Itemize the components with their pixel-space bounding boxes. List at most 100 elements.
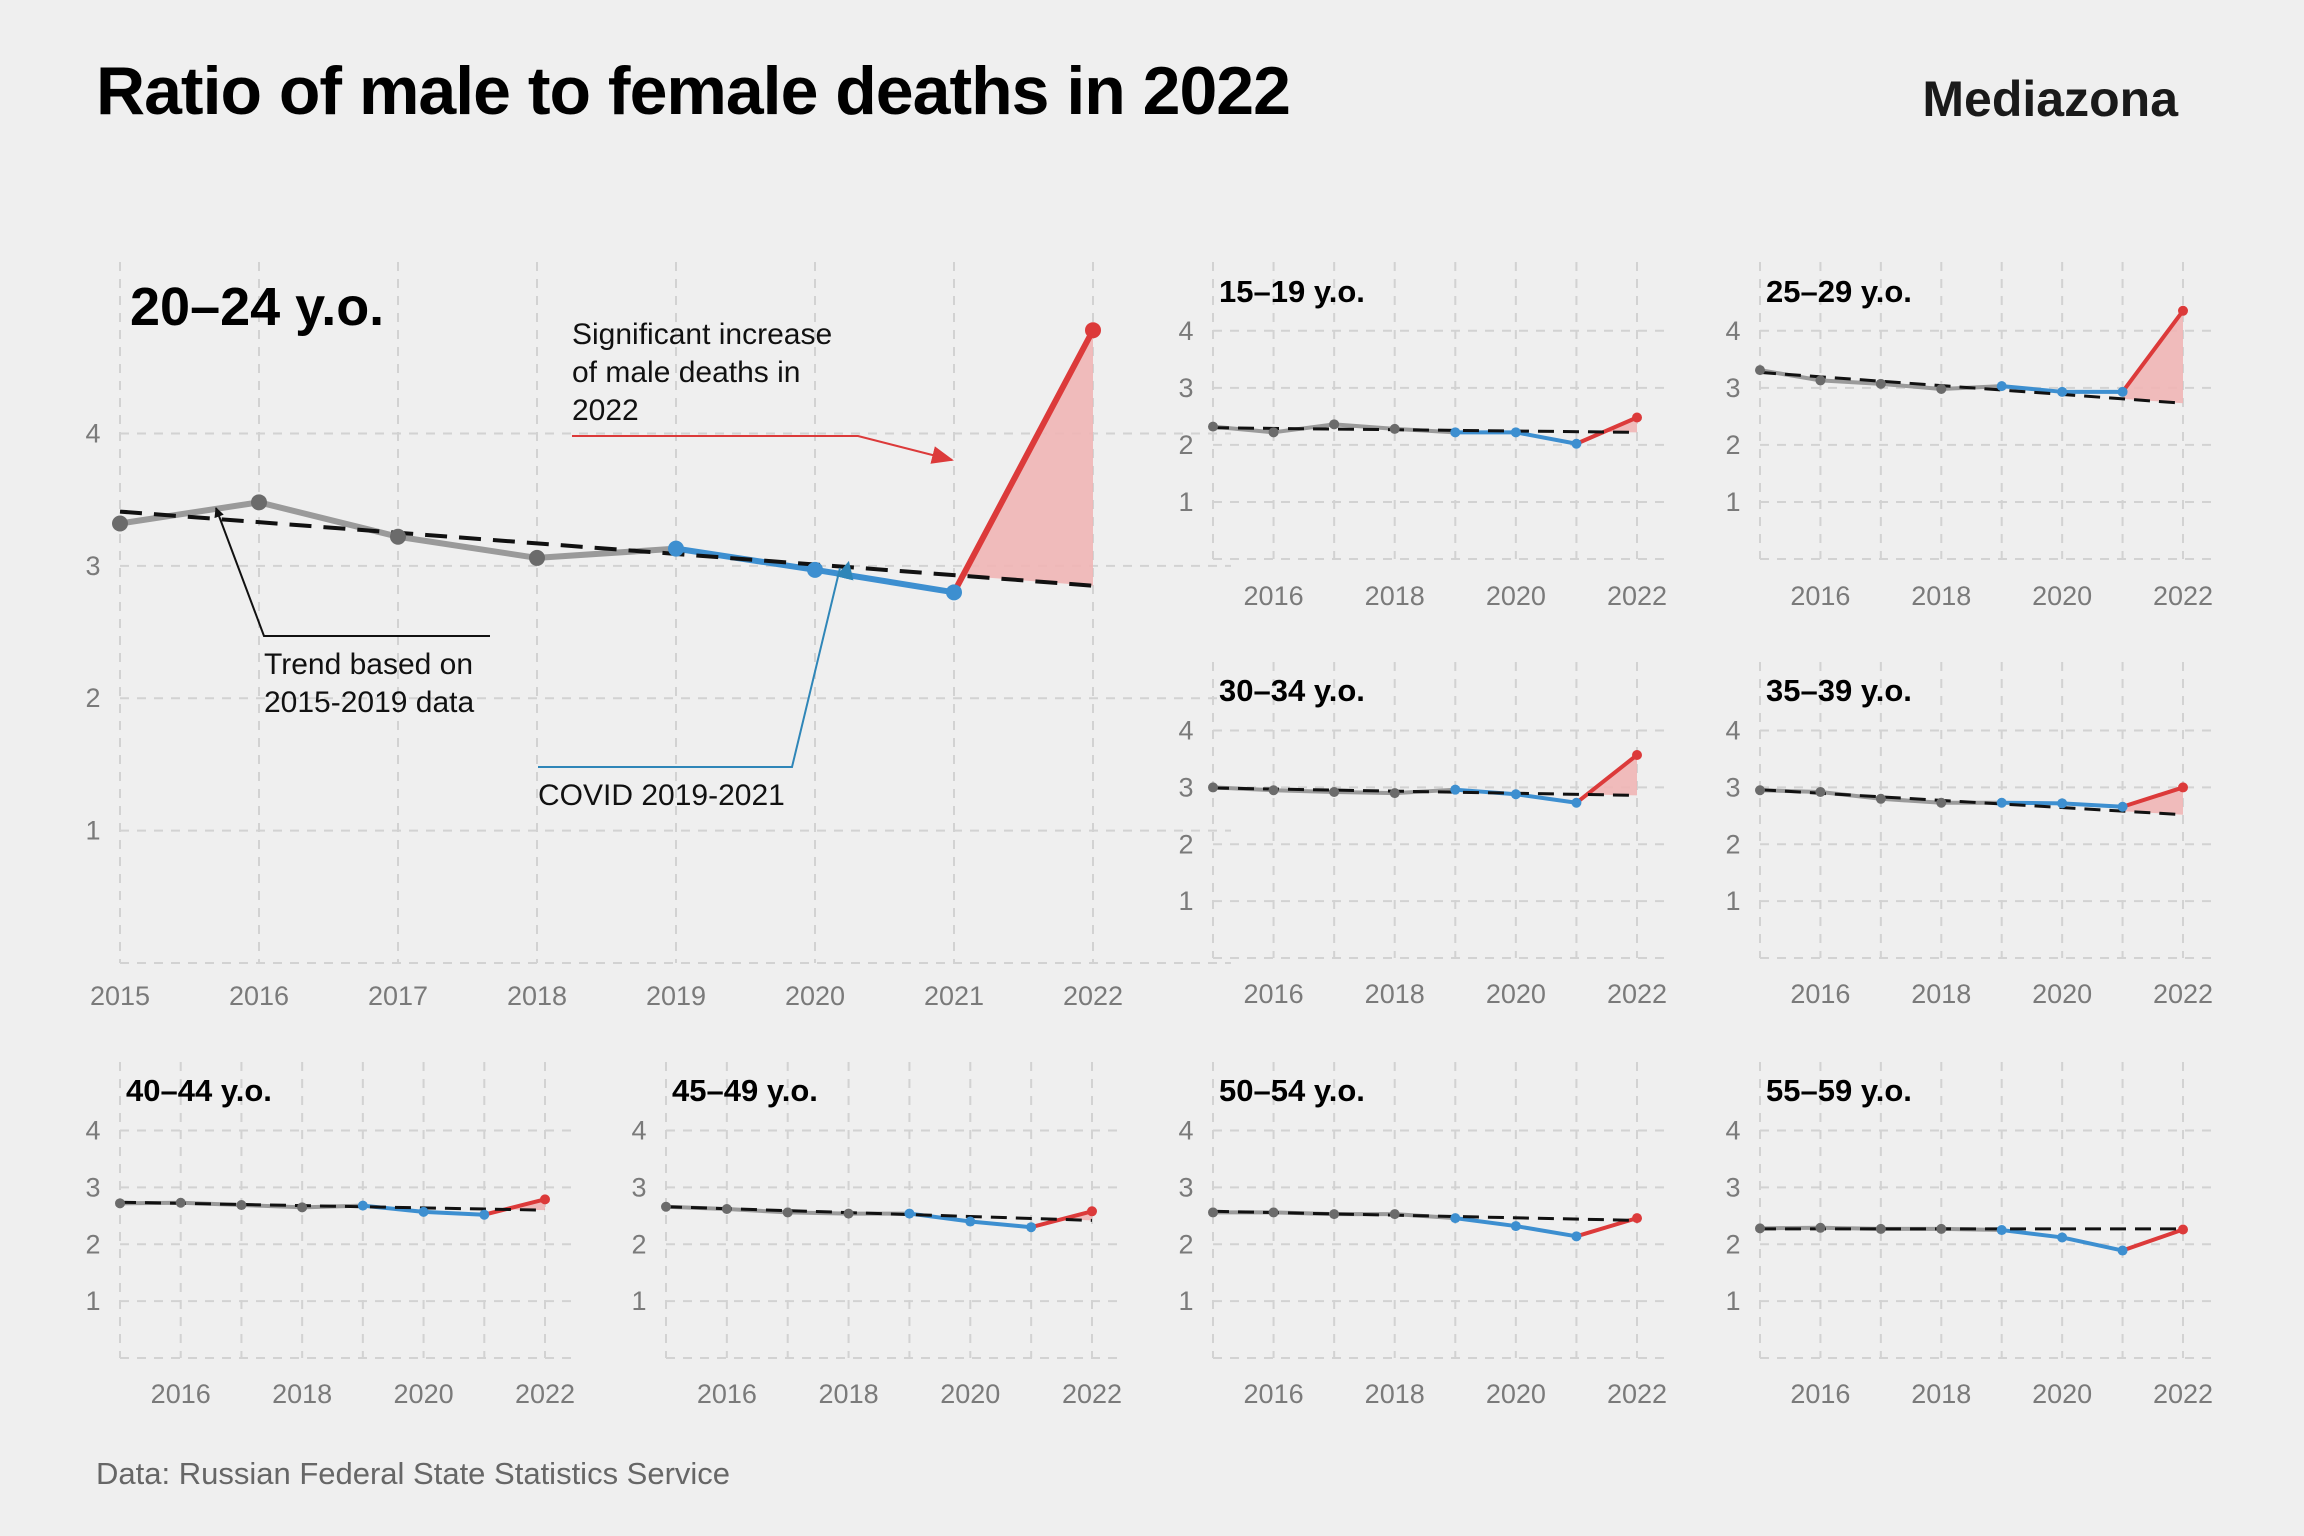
x-tick-label: 2022 — [515, 1379, 575, 1409]
y-tick-label: 4 — [1725, 1116, 1740, 1146]
data-source-note: Data: Russian Federal State Statistics S… — [96, 1456, 731, 1491]
data-point — [1268, 1207, 1279, 1218]
data-point — [1571, 438, 1582, 449]
panel-title: 30–34 y.o. — [1219, 673, 1365, 708]
x-tick-label: 2020 — [2032, 979, 2092, 1009]
y-tick-label: 1 — [1178, 487, 1193, 517]
y-tick-label: 3 — [1725, 1172, 1740, 1202]
y-tick-label: 2 — [1725, 1229, 1740, 1259]
data-point — [1510, 427, 1521, 438]
series-line-2022 — [1574, 415, 1639, 446]
data-point — [1087, 1206, 1097, 1217]
x-tick-label: 2016 — [1244, 581, 1304, 611]
data-point — [236, 1200, 247, 1211]
chart-panel-5: 1 2 3 4 2016 2018 2020 2022 35–39 y.o. — [1725, 662, 2213, 1009]
data-point — [175, 1197, 186, 1208]
x-tick-label: 2018 — [1911, 979, 1971, 1009]
data-point — [479, 1209, 490, 1220]
trend-line — [1212, 426, 1638, 434]
panel-title: 25–29 y.o. — [1766, 274, 1912, 309]
y-tick-label: 3 — [1178, 772, 1193, 802]
panel-title: 50–54 y.o. — [1219, 1073, 1365, 1108]
data-point — [946, 584, 962, 601]
x-tick-label: 2015 — [90, 981, 150, 1011]
data-point — [357, 1200, 368, 1211]
data-point — [2178, 782, 2188, 793]
data-point — [1875, 378, 1886, 389]
y-tick-label: 1 — [85, 816, 100, 846]
y-tick-label: 3 — [1178, 373, 1193, 403]
chart-panel-2: 1 2 3 4 2016 2018 2020 2022 15–19 y.o. — [1178, 262, 1667, 611]
y-tick-label: 1 — [1725, 886, 1740, 916]
trend-line — [119, 1200, 546, 1212]
data-point — [1632, 750, 1642, 760]
data-point — [1632, 1213, 1642, 1224]
data-point — [1996, 1225, 2007, 1236]
y-tick-label: 2 — [1725, 430, 1740, 460]
y-tick-label: 1 — [1178, 886, 1193, 916]
y-tick-label: 2 — [85, 683, 100, 713]
y-tick-label: 2 — [631, 1229, 646, 1259]
series-line-2022 — [1029, 1209, 1094, 1230]
panel-title: 20–24 y.o. — [130, 277, 384, 337]
y-tick-label: 4 — [1178, 1116, 1193, 1146]
data-point — [1755, 1223, 1765, 1234]
data-point — [2057, 1232, 2068, 1243]
x-tick-label: 2018 — [507, 981, 567, 1011]
annotation-trend-text: 2015-2019 data — [264, 686, 475, 719]
y-tick-label: 1 — [631, 1286, 646, 1316]
data-point — [1085, 322, 1101, 339]
data-point — [1571, 797, 1582, 808]
x-tick-label: 2018 — [1911, 1379, 1971, 1409]
series-line-2022 — [951, 327, 1096, 596]
data-point — [1815, 786, 1826, 797]
trend-line — [1759, 788, 2184, 817]
x-tick-label: 2020 — [785, 981, 845, 1011]
y-tick-label: 1 — [1178, 1286, 1193, 1316]
data-point — [1389, 423, 1400, 434]
panel-title: 35–39 y.o. — [1766, 673, 1912, 708]
x-tick-label: 2020 — [1486, 979, 1546, 1009]
x-tick-label: 2022 — [2153, 581, 2213, 611]
panel-title: 55–59 y.o. — [1766, 1073, 1912, 1108]
y-tick-label: 4 — [1725, 316, 1740, 346]
x-tick-label: 2017 — [368, 981, 428, 1011]
chart-panel-3: 1 2 3 4 2016 2018 2020 2022 25–29 y.o. — [1725, 262, 2213, 611]
series-line-2022 — [1574, 753, 1639, 805]
y-tick-label: 1 — [1725, 487, 1740, 517]
y-tick-label: 3 — [1178, 1172, 1193, 1202]
data-point — [1389, 788, 1400, 799]
x-tick-label: 2020 — [394, 1379, 454, 1409]
data-point — [1450, 784, 1461, 795]
data-point — [1268, 785, 1279, 796]
trend-line — [1212, 1209, 1638, 1222]
data-point — [1875, 1223, 1886, 1234]
y-tick-label: 4 — [1178, 316, 1193, 346]
y-tick-label: 4 — [85, 418, 100, 448]
y-tick-label: 4 — [85, 1116, 100, 1146]
y-tick-label: 2 — [1178, 829, 1193, 859]
y-tick-label: 3 — [631, 1172, 646, 1202]
data-point — [1026, 1222, 1037, 1233]
series-line-2022 — [2120, 1227, 2185, 1253]
y-tick-label: 4 — [1725, 716, 1740, 746]
y-tick-label: 2 — [85, 1229, 100, 1259]
panel-title: 40–44 y.o. — [126, 1073, 272, 1108]
panel-title: 45–49 y.o. — [672, 1073, 818, 1108]
annotation-covid-text: COVID 2019-2021 — [538, 779, 785, 812]
data-point — [1208, 421, 1218, 432]
x-tick-label: 2018 — [1365, 1379, 1425, 1409]
series-line-2022 — [482, 1197, 547, 1217]
x-tick-label: 2018 — [819, 1379, 879, 1409]
data-point — [1510, 789, 1521, 800]
data-point — [1632, 412, 1642, 423]
data-point — [540, 1194, 550, 1205]
brand-logo: Mediazona — [1922, 71, 2178, 127]
data-point — [1875, 793, 1886, 804]
x-tick-label: 2022 — [2153, 1379, 2213, 1409]
annotation-increase-text: 2022 — [572, 394, 639, 427]
y-tick-label: 3 — [1725, 772, 1740, 802]
x-tick-label: 2016 — [229, 981, 289, 1011]
x-tick-label: 2018 — [1911, 581, 1971, 611]
y-tick-label: 2 — [1178, 1229, 1193, 1259]
